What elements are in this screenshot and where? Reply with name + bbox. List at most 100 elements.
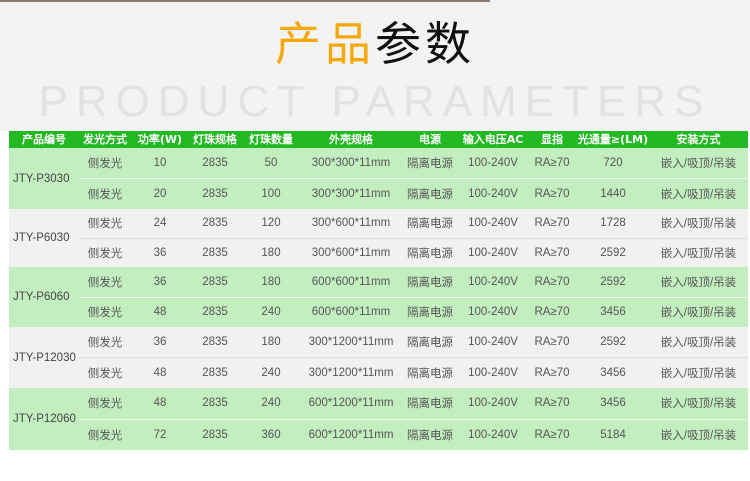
table-cell: 180 — [261, 246, 281, 259]
table-cell: 隔离电源 — [407, 429, 453, 442]
table-cell: 嵌入/吸顶/吊装 — [660, 398, 737, 411]
table-cell: RA≥70 — [534, 217, 570, 230]
table-cell: RA≥70 — [534, 367, 570, 379]
table-cell: 5184 — [600, 428, 626, 441]
table-cell: 600*1200*11mm — [308, 397, 394, 410]
table-cell: 48 — [153, 306, 167, 319]
table-cell: 100-240V — [468, 367, 518, 379]
table-row: 侧发光 48 2835 240 600*1200*11mm 隔离电源 100-240V RA≥… — [79, 388, 748, 420]
table-cell: 2835 — [202, 306, 228, 319]
product-group: JTY-P6060 侧发光 36 2835 180 600*600*11mm 隔离电源 100… — [9, 267, 748, 327]
table-cell: 20 — [153, 188, 167, 200]
table-cell: 侧发光 — [87, 307, 123, 320]
table-cell: 隔离电源 — [407, 218, 453, 231]
table-cell: 300*1200*11mm — [308, 367, 394, 379]
table-cell: 100-240V — [468, 397, 518, 410]
table-cell: 侧发光 — [87, 398, 123, 411]
table-cell: 2835 — [202, 275, 228, 288]
product-id: JTY-P3030 — [13, 172, 70, 185]
table-cell: 120 — [261, 217, 281, 230]
table-cell: 2835 — [202, 336, 228, 348]
header-cell: 灯珠数量 — [249, 133, 293, 146]
table-cell: 100-240V — [468, 157, 518, 169]
page-title: 产品参数 — [0, 14, 750, 74]
table-cell: 36 — [153, 246, 167, 259]
table-cell: RA≥70 — [534, 428, 570, 441]
product-id: JTY-P12030 — [13, 351, 76, 364]
header-cell: 输入电压AC — [462, 133, 524, 146]
table-cell: 隔离电源 — [407, 307, 453, 320]
table-cell: 100-240V — [468, 188, 518, 200]
title-main: 参数 — [375, 17, 475, 71]
table-row: 侧发光 72 2835 360 600*1200*11mm 隔离电源 100-240V RA≥… — [79, 420, 748, 451]
group-rows: 侧发光 24 2835 120 300*600*11mm 隔离电源 100-240V RA≥7… — [79, 209, 748, 267]
header-cell: 灯珠规格 — [193, 133, 237, 146]
table-cell: 3456 — [600, 306, 626, 319]
table-row: 侧发光 20 2835 100 300*300*11mm 隔离电源 100-240V RA≥7… — [79, 179, 748, 209]
background-watermark-text: PRODUCT PARAMETERS — [38, 77, 712, 126]
table-cell: 嵌入/吸顶/吊装 — [660, 307, 737, 320]
table-cell: 侧发光 — [87, 368, 123, 380]
table-cell: 24 — [153, 217, 167, 230]
header-cell: 产品编号 — [22, 133, 66, 146]
header-cell: 安装方式 — [676, 133, 721, 146]
table-cell: 侧发光 — [87, 429, 123, 442]
header-cell: 发光方式 — [83, 133, 127, 146]
table-cell: 300*600*11mm — [311, 246, 391, 259]
table-cell: 180 — [261, 336, 281, 348]
table-cell: 隔离电源 — [407, 247, 453, 260]
table-cell: 100-240V — [468, 336, 518, 348]
table-cell: 2835 — [202, 246, 228, 259]
group-rows: 侧发光 48 2835 240 600*1200*11mm 隔离电源 100-240V RA≥… — [79, 388, 748, 450]
table-cell: RA≥70 — [534, 275, 570, 288]
table-cell: 嵌入/吸顶/吊装 — [660, 337, 737, 349]
table-cell: 2835 — [202, 217, 228, 230]
table-cell: 600*600*11mm — [311, 306, 391, 319]
table-row: 侧发光 36 2835 180 300*1200*11mm 隔离电源 100-240V RA≥… — [79, 327, 748, 358]
parameters-table: 产品编号 发光方式 功率(W) 灯珠规格 灯珠数量 外壳规格 电源 输入电压AC 显指 光通量≥(… — [9, 131, 748, 450]
table-cell: 侧发光 — [87, 189, 123, 201]
header-cell: 显指 — [541, 133, 563, 146]
header-cell: 外壳规格 — [329, 133, 373, 146]
table-row: 侧发光 10 2835 50 300*300*11mm 隔离电源 100-240V RA≥70… — [79, 148, 748, 179]
table-cell: RA≥70 — [534, 188, 570, 200]
table-cell: 2835 — [202, 367, 228, 379]
table-cell: 300*300*11mm — [311, 157, 391, 169]
table-cell: 10 — [153, 157, 167, 169]
table-cell: 2592 — [600, 246, 626, 259]
table-cell: 72 — [153, 428, 167, 441]
table-cell: 3456 — [600, 367, 626, 379]
table-cell: 嵌入/吸顶/吊装 — [660, 247, 737, 260]
table-cell: 隔离电源 — [407, 368, 453, 380]
table-cell: 300*300*11mm — [311, 188, 391, 200]
table-cell: 1440 — [600, 188, 626, 200]
table-cell: 隔离电源 — [407, 398, 453, 411]
table-cell: RA≥70 — [534, 157, 570, 169]
table-cell: 侧发光 — [87, 218, 123, 231]
table-row: 侧发光 36 2835 180 300*600*11mm 隔离电源 100-240V RA≥7… — [79, 239, 748, 268]
table-cell: 36 — [153, 275, 167, 288]
table-cell: 2592 — [600, 275, 626, 288]
table-cell: 2592 — [600, 336, 626, 348]
table-cell: RA≥70 — [534, 397, 570, 410]
header-cell: 功率(W) — [137, 133, 183, 146]
group-rows: 侧发光 36 2835 180 600*600*11mm 隔离电源 100-240V RA≥7… — [79, 267, 748, 327]
table-row: 侧发光 48 2835 240 600*600*11mm 隔离电源 100-240V RA≥7… — [79, 298, 748, 328]
product-group: JTY-P12060 侧发光 48 2835 240 600*1200*11mm 隔离电源 1… — [9, 388, 748, 450]
table-cell: 嵌入/吸顶/吊装 — [660, 368, 737, 380]
table-header: 产品编号 发光方式 功率(W) 灯珠规格 灯珠数量 外壳规格 电源 输入电压AC 显指 光通量≥(… — [9, 131, 748, 148]
table-cell: 嵌入/吸顶/吊装 — [660, 429, 737, 442]
table-cell: 隔离电源 — [407, 276, 453, 289]
table-cell: 侧发光 — [87, 247, 123, 260]
table-cell: 隔离电源 — [407, 189, 453, 201]
table-cell: 240 — [261, 367, 281, 379]
title-accent: 产品 — [275, 17, 375, 71]
table-cell: 240 — [261, 397, 281, 410]
product-group: JTY-P3030 侧发光 10 2835 50 300*300*11mm 隔离电源 100-… — [9, 148, 748, 209]
table-cell: RA≥70 — [534, 246, 570, 259]
product-group: JTY-P6030 侧发光 24 2835 120 300*600*11mm 隔离电源 100… — [9, 209, 748, 267]
group-rows: 侧发光 10 2835 50 300*300*11mm 隔离电源 100-240V RA≥70… — [79, 148, 748, 209]
table-cell: 2835 — [202, 428, 228, 441]
table-cell: 隔离电源 — [407, 337, 453, 349]
photo-edge — [0, 0, 490, 2]
